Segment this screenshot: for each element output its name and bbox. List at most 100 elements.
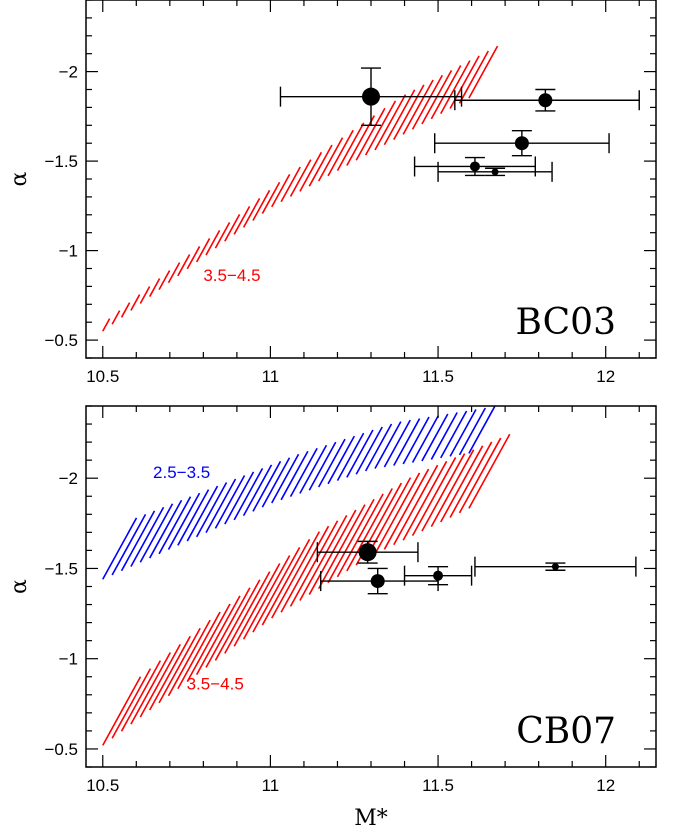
point-marker [469, 161, 480, 172]
hatch-line [130, 294, 141, 311]
hatch-line [149, 499, 183, 559]
hatch-line [233, 205, 251, 235]
hatch-line [139, 503, 174, 563]
data-point [413, 156, 536, 177]
hatch-line [158, 270, 171, 291]
hatch-line [167, 619, 211, 697]
hatch-line [299, 515, 348, 601]
hatch-line [214, 222, 231, 249]
x-tick-label: 10.5 [86, 776, 119, 795]
hatch-line [102, 676, 142, 746]
band-red [102, 45, 499, 332]
hatch-line [364, 423, 393, 472]
band-label: 3.5−4.5 [203, 266, 260, 285]
x-tick-label: 12 [596, 367, 615, 386]
x-tick-label: 11 [262, 367, 280, 386]
y-tick-label: −1.5 [44, 152, 78, 171]
hatch-line [130, 652, 172, 725]
hatch-line [383, 468, 430, 550]
hatch-line [252, 546, 301, 633]
y-axis-label: α [7, 579, 32, 594]
hatch-line [186, 485, 219, 542]
hatch-line [402, 79, 434, 135]
y-axis-label: α [7, 171, 32, 186]
hatch-line [346, 488, 393, 572]
hatch-line [308, 144, 333, 187]
y-tick-label: −1 [59, 242, 78, 261]
hatch-line [102, 517, 138, 580]
hatch-line [233, 563, 281, 647]
hatch-line [393, 464, 439, 546]
data-point [403, 565, 473, 586]
hatch-line [299, 444, 328, 494]
hatch-line [336, 493, 384, 578]
hatch-line [205, 587, 251, 668]
hatch-line [195, 482, 228, 538]
point-marker [514, 136, 529, 151]
y-tick-label: −2 [59, 63, 78, 82]
hatch-line [149, 635, 191, 711]
hatch-line [308, 441, 337, 491]
hatch-line [468, 45, 499, 99]
hatch-line [252, 460, 282, 512]
hatch-line [317, 137, 344, 182]
hatch-line [383, 89, 416, 146]
hatch-line [430, 412, 458, 460]
y-tick-label: −0.5 [44, 331, 78, 350]
hatch-line [458, 407, 487, 456]
point-marker [433, 570, 444, 581]
hatch-line [449, 409, 477, 457]
data-point [320, 567, 439, 595]
hatch-line [195, 238, 211, 263]
data-point [279, 67, 463, 127]
hatch-line [299, 151, 323, 192]
hatch-line [271, 453, 300, 504]
hatch-line [458, 437, 502, 514]
hatch-line [411, 415, 440, 463]
hatch-line [177, 611, 221, 690]
x-tick-label: 11.5 [422, 776, 454, 795]
hatch-line [252, 189, 271, 221]
band-label: 2.5−3.5 [153, 463, 210, 482]
hatch-line [336, 122, 365, 172]
x-tick-label: 11.5 [422, 367, 454, 386]
hatch-line [186, 246, 201, 270]
hatch-line [120, 302, 131, 318]
hatch-line [374, 421, 402, 469]
hatch-line [224, 471, 255, 525]
hatch-line [120, 660, 162, 732]
hatch-line [242, 555, 291, 640]
hatch-line [139, 286, 151, 304]
hatch-line [327, 435, 356, 485]
hatch-line [280, 450, 309, 501]
band-label: 3.5−4.5 [187, 674, 244, 693]
hatch-line [186, 603, 231, 683]
hatch-line [177, 254, 191, 277]
y-tick-label: −2 [59, 469, 78, 488]
hatch-line [421, 413, 449, 462]
hatch-line [271, 173, 291, 208]
point-marker [491, 168, 499, 176]
hatch-line [430, 449, 475, 527]
hatch-line [440, 410, 468, 459]
band-blue [102, 406, 496, 580]
hatch-line [289, 447, 318, 497]
hatch-line [421, 453, 466, 532]
hatch-line [102, 318, 111, 332]
hatch-line [111, 310, 121, 325]
hatch-line [280, 525, 330, 613]
hatch-line [458, 50, 490, 104]
hatch-line [346, 429, 374, 478]
hatch-line [261, 538, 311, 626]
hatch-line [393, 418, 421, 466]
panel-cb07: 3.5−4.5 2.5−3.5 10.5 11 11.5 12 −2 −1.5 −1 −0.5 α M… [7, 405, 657, 831]
panel-label: BC03 [516, 302, 616, 343]
hatch-line [280, 166, 301, 203]
hatch-line [289, 520, 339, 607]
hatch-line [393, 84, 425, 140]
hatch-line [214, 475, 246, 529]
hatch-line [139, 644, 181, 718]
hatch-line [111, 513, 147, 576]
hatch-line [402, 460, 448, 541]
hatch-line [449, 441, 493, 518]
